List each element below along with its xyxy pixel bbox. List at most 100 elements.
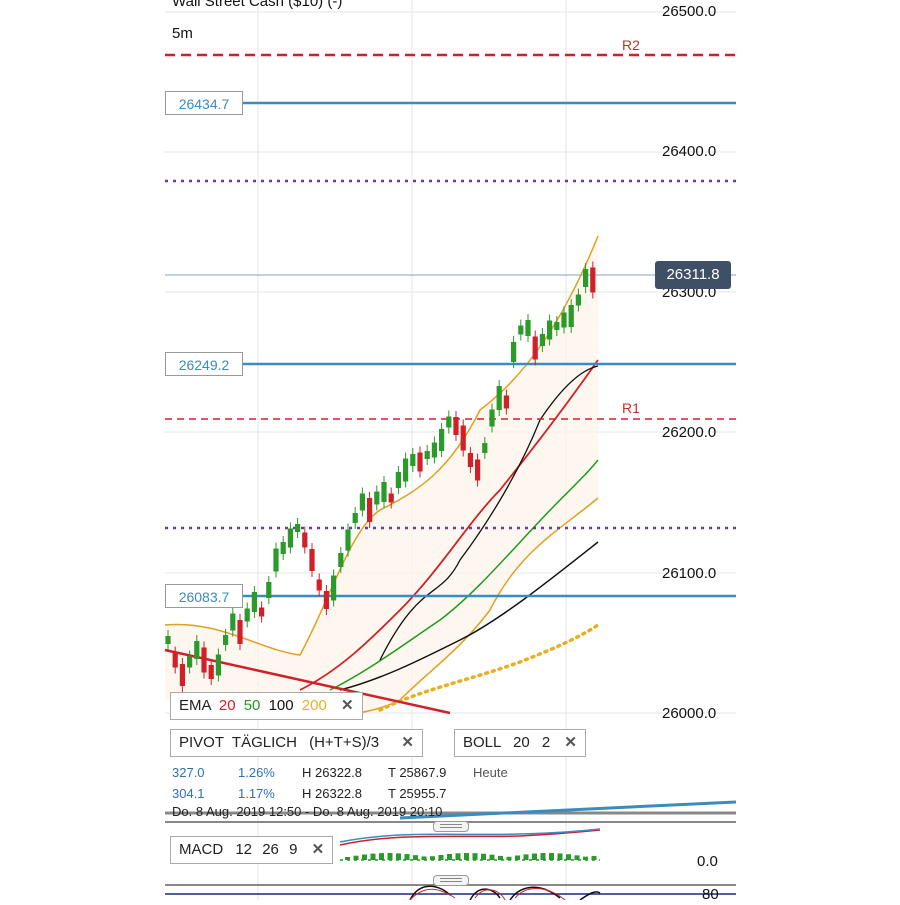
candle-body: [431, 442, 437, 458]
macd-histogram-bar: [413, 855, 418, 860]
candle-body: [518, 325, 524, 335]
candle-body: [273, 548, 279, 572]
ema-close-icon[interactable]: ✕: [340, 697, 354, 714]
macd-histogram-bar: [404, 854, 410, 860]
ema50-line: [329, 459, 599, 691]
candle-body: [179, 664, 185, 686]
candle-body: [496, 386, 502, 410]
macd-signal-line: [339, 829, 601, 846]
candle-body: [489, 409, 495, 427]
boll-period: 20: [512, 734, 530, 751]
macd-histogram: [345, 853, 597, 860]
candle-body: [575, 294, 581, 306]
candle-body: [482, 443, 488, 453]
stat-high: H 26322.8: [302, 786, 362, 801]
level-tag[interactable]: 26434.7: [165, 91, 243, 115]
ema-period-100: 100: [268, 697, 294, 714]
stoch-level-label: 80: [702, 886, 719, 903]
candle-body: [172, 652, 178, 668]
boll-indicator-chip[interactable]: BOLL 20 2 ✕: [454, 729, 586, 757]
timeframe-label[interactable]: 5m: [172, 25, 193, 42]
candle-body: [561, 312, 567, 328]
stat-percent: 1.17%: [238, 786, 275, 801]
stat-points: 304.1: [172, 786, 205, 801]
pane-resize-handle[interactable]: [433, 875, 469, 886]
ema-period-200: 200: [301, 697, 327, 714]
y-axis-label: 26200.0: [662, 424, 717, 441]
candle-body: [475, 459, 481, 481]
boll-deviation: 2: [541, 734, 551, 751]
macd-slow: 26: [262, 841, 279, 858]
candle-body: [439, 429, 445, 451]
candle-body: [244, 608, 250, 622]
candle-body: [525, 320, 531, 336]
macd-histogram-bar: [396, 853, 401, 860]
macd-histogram-bar: [464, 853, 469, 860]
candle-body: [309, 549, 315, 571]
ema-short-line: [379, 365, 599, 661]
y-axis-label: 26400.0: [662, 143, 717, 160]
boll-name: BOLL: [463, 734, 501, 751]
candle-body: [323, 591, 329, 609]
stoch-k-line: [409, 885, 601, 901]
macd-histogram-bar: [345, 857, 350, 860]
candle-body: [381, 482, 387, 502]
candle-body: [187, 656, 193, 668]
candle-body: [223, 635, 229, 645]
level-tag[interactable]: 26083.7: [165, 584, 243, 608]
candle-body: [374, 491, 380, 505]
macd-histogram-bar: [489, 854, 495, 860]
candle-body: [453, 417, 459, 435]
candle-body: [539, 334, 545, 346]
stat-percent: 1.26%: [238, 765, 275, 780]
macd-name: MACD: [179, 841, 224, 858]
candle-body: [547, 320, 553, 340]
candles: [165, 261, 596, 692]
pivot-indicator-chip[interactable]: PIVOT TÄGLICH (H+T+S)/3 ✕: [170, 729, 423, 757]
macd-histogram-bar: [379, 853, 384, 860]
stat-low: T 25867.9: [388, 765, 447, 780]
macd-close-icon[interactable]: ✕: [311, 841, 325, 858]
candle-body: [208, 665, 214, 679]
candle-body: [331, 575, 337, 601]
macd-histogram-bar: [515, 855, 520, 860]
candle-body: [424, 451, 430, 459]
boll-close-icon[interactable]: ✕: [564, 734, 577, 751]
ema200-line: [378, 623, 600, 712]
macd-line: [339, 828, 601, 843]
candle-body: [359, 493, 365, 511]
y-axis-label: 26000.0: [662, 705, 717, 722]
candle-body: [345, 529, 351, 551]
ema-indicator-chip[interactable]: EMA 20 50 100 200 ✕: [170, 692, 363, 720]
candle-body: [201, 647, 207, 673]
pane-resize-handle[interactable]: [433, 821, 469, 832]
macd-histogram-bar: [438, 854, 444, 860]
candle-body: [568, 305, 574, 327]
macd-signal: 9: [289, 841, 298, 858]
stat-low: T 25955.7: [388, 786, 447, 801]
pivot-formula: (H+T+S)/3: [309, 734, 380, 751]
bollinger-upper: [164, 235, 599, 656]
macd-histogram-bar: [591, 856, 597, 860]
candle-body: [554, 322, 560, 330]
stat-period: Heute: [473, 765, 508, 780]
level-tag[interactable]: 26249.2: [165, 352, 243, 376]
ema100-line: [339, 541, 599, 691]
macd-fast: 12: [235, 841, 253, 858]
candle-body: [302, 532, 308, 548]
macd-indicator-chip[interactable]: MACD 12 26 9 ✕: [170, 836, 334, 864]
macd-histogram-bar: [455, 853, 461, 860]
candle-body: [280, 542, 286, 554]
candle-body: [287, 528, 293, 548]
y-axis-label: 26100.0: [662, 565, 717, 582]
candle-body: [237, 620, 243, 644]
overview-line: [399, 800, 737, 820]
y-axis-label: 26500.0: [662, 3, 717, 20]
candle-body: [367, 498, 373, 522]
candle-body: [410, 454, 416, 466]
pivot-close-icon[interactable]: ✕: [401, 734, 414, 751]
macd-histogram-bar: [532, 853, 537, 860]
macd-histogram-bar: [362, 854, 367, 860]
